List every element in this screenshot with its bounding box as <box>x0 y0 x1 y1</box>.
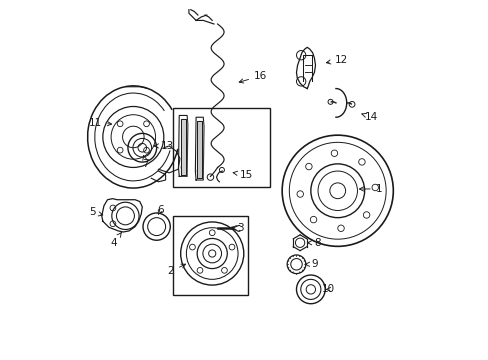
Text: 2: 2 <box>167 264 185 276</box>
Text: 14: 14 <box>361 112 378 122</box>
Text: 6: 6 <box>157 206 163 216</box>
Text: 10: 10 <box>322 284 335 294</box>
Text: 5: 5 <box>89 207 102 217</box>
Text: 15: 15 <box>233 170 252 180</box>
Bar <box>172 108 269 187</box>
Text: 3: 3 <box>231 224 244 233</box>
Text: 4: 4 <box>110 233 121 248</box>
Text: 16: 16 <box>239 71 267 83</box>
Text: 13: 13 <box>154 141 174 151</box>
Text: 11: 11 <box>89 118 111 128</box>
Bar <box>172 216 247 295</box>
Text: 1: 1 <box>359 184 382 194</box>
Text: 9: 9 <box>305 259 317 269</box>
Polygon shape <box>197 121 202 178</box>
Polygon shape <box>180 119 185 175</box>
Text: 7: 7 <box>142 156 149 169</box>
Text: 8: 8 <box>307 238 321 248</box>
Text: 12: 12 <box>325 55 347 65</box>
